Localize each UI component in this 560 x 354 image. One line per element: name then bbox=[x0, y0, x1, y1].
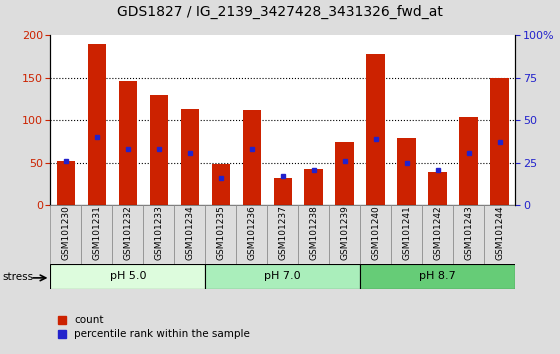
Bar bbox=[398, 138, 416, 205]
Bar bbox=[273, 178, 292, 205]
FancyBboxPatch shape bbox=[206, 205, 236, 264]
FancyBboxPatch shape bbox=[453, 205, 484, 264]
FancyBboxPatch shape bbox=[391, 205, 422, 264]
Text: pH 7.0: pH 7.0 bbox=[264, 272, 301, 281]
Bar bbox=[305, 169, 323, 205]
Bar bbox=[150, 95, 168, 205]
Text: GDS1827 / IG_2139_3427428_3431326_fwd_at: GDS1827 / IG_2139_3427428_3431326_fwd_at bbox=[117, 5, 443, 19]
Text: GSM101237: GSM101237 bbox=[278, 205, 287, 260]
Bar bbox=[119, 81, 137, 205]
Bar bbox=[180, 109, 199, 205]
FancyBboxPatch shape bbox=[50, 205, 81, 264]
Bar bbox=[491, 78, 509, 205]
FancyBboxPatch shape bbox=[360, 205, 391, 264]
FancyBboxPatch shape bbox=[174, 205, 206, 264]
Bar bbox=[335, 142, 354, 205]
Bar bbox=[428, 172, 447, 205]
Text: GSM101242: GSM101242 bbox=[433, 205, 442, 260]
Legend: count, percentile rank within the sample: count, percentile rank within the sample bbox=[55, 313, 253, 342]
Bar bbox=[242, 110, 261, 205]
Text: GSM101235: GSM101235 bbox=[216, 205, 225, 260]
FancyBboxPatch shape bbox=[113, 205, 143, 264]
Bar bbox=[212, 164, 230, 205]
Bar bbox=[366, 54, 385, 205]
FancyBboxPatch shape bbox=[143, 205, 174, 264]
FancyBboxPatch shape bbox=[81, 205, 113, 264]
FancyBboxPatch shape bbox=[50, 264, 206, 289]
FancyBboxPatch shape bbox=[484, 205, 515, 264]
Bar bbox=[87, 44, 106, 205]
FancyBboxPatch shape bbox=[267, 205, 298, 264]
Text: stress: stress bbox=[3, 272, 34, 282]
Text: GSM101236: GSM101236 bbox=[248, 205, 256, 260]
Bar bbox=[57, 161, 75, 205]
Text: pH 5.0: pH 5.0 bbox=[110, 272, 146, 281]
Text: GSM101233: GSM101233 bbox=[155, 205, 164, 260]
FancyBboxPatch shape bbox=[422, 205, 453, 264]
Text: GSM101234: GSM101234 bbox=[185, 205, 194, 260]
Text: pH 8.7: pH 8.7 bbox=[419, 272, 456, 281]
FancyBboxPatch shape bbox=[298, 205, 329, 264]
Text: GSM101241: GSM101241 bbox=[402, 205, 411, 260]
Text: GSM101238: GSM101238 bbox=[309, 205, 318, 260]
FancyBboxPatch shape bbox=[206, 264, 360, 289]
Text: GSM101240: GSM101240 bbox=[371, 205, 380, 260]
Text: GSM101244: GSM101244 bbox=[495, 205, 504, 260]
FancyBboxPatch shape bbox=[236, 205, 267, 264]
Bar bbox=[459, 117, 478, 205]
Text: GSM101232: GSM101232 bbox=[123, 205, 132, 260]
Text: GSM101243: GSM101243 bbox=[464, 205, 473, 260]
FancyBboxPatch shape bbox=[360, 264, 515, 289]
Text: GSM101230: GSM101230 bbox=[62, 205, 71, 260]
FancyBboxPatch shape bbox=[329, 205, 360, 264]
Text: GSM101239: GSM101239 bbox=[340, 205, 349, 260]
Text: GSM101231: GSM101231 bbox=[92, 205, 101, 260]
